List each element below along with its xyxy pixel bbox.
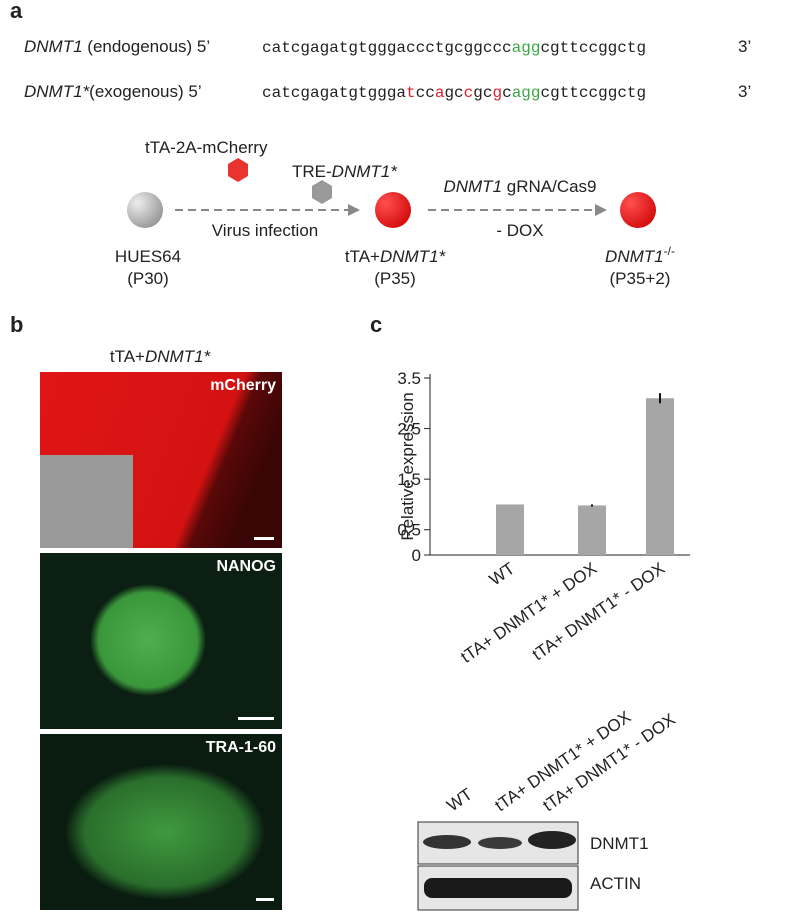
panel-label: b [10,312,23,337]
label: tTA+DNMT1* [345,247,447,266]
cell-icon [375,192,411,228]
y-tick-label: 0.5 [397,521,421,540]
scale-bar [256,898,274,901]
image-label: mCherry [210,377,276,394]
sequence-segment: agg [512,39,541,57]
image-label: NANOG [216,558,276,575]
arrow-head [595,204,607,216]
label: TRE-DNMT1* [292,162,398,181]
x-tick-label: WT [486,559,519,590]
sequence-segment: c [502,84,512,102]
colony [65,764,265,900]
label: tTA+DNMT1* [110,347,212,366]
image-label: TRA-1-60 [206,739,276,756]
panel-a: a [10,0,656,228]
lane-label: WT [443,785,476,816]
sequence-segment: c [464,84,474,102]
sequence-segment: catcgagatgtggga [262,84,406,102]
y-tick-label: 0 [412,546,421,565]
label-part: - DOX [496,221,543,240]
sequence-note: (endogenous) 5’ [83,37,211,56]
sequence-segment: cgttccggctg [541,84,647,102]
bar [578,505,606,555]
label-part: (P35+2) [610,269,671,288]
inset-image [40,455,133,548]
label-part: (P35) [374,269,416,288]
y-tick-label: 1.5 [397,470,421,489]
label: tTA-2A-mCherry [145,138,268,157]
sequence-segment: t [406,84,416,102]
vector-icon [228,158,248,182]
y-axis-label: Relative expression [398,392,417,540]
sequence-line: DNMT1*(exogenous) 5’ catcgagatgtgggatccag… [24,82,751,102]
panel-c: c [370,312,579,911]
label-part: HUES64 [115,247,181,266]
sequence-segment: gc [473,84,492,102]
label-part: DNMT1 [443,177,502,196]
label-part: DNMT1* [145,347,212,366]
label-part: (P30) [127,269,169,288]
sequence-line: DNMT1 (endogenous) 5’ catcgagatgtgggaccct… [24,37,751,57]
panel-b: b [10,312,282,910]
label: DNMT1 gRNA/Cas9 [443,177,596,196]
band [528,831,576,849]
sequence-end: 3’ [738,82,751,101]
sequence-segment: g [492,84,502,102]
label-part: DNMT1 [605,247,664,266]
panel-label: a [10,0,23,23]
label: DNMT1-/- [605,244,675,266]
label: (P30) [127,269,169,288]
sequence-note: (exogenous) 5’ [89,82,201,101]
sequence-segment: a [435,84,445,102]
label-part: gRNA/Cas9 [502,177,596,196]
colony [90,584,206,696]
label-part: Virus infection [212,221,318,240]
sequence-segment: gc [444,84,463,102]
band [478,837,522,849]
label: HUES64 [115,247,181,266]
label-part: tTA+ [345,247,380,266]
label-part: -/- [664,244,675,258]
y-tick-label: 2.5 [397,420,421,439]
label-part: tTA-2A-mCherry [145,138,268,157]
label: (P35+2) [610,269,671,288]
row-label: ACTIN [590,874,641,893]
label-part: DNMT1* [332,162,399,181]
arrow-head [348,204,360,216]
gene-name: DNMT1* [24,82,91,101]
sequence-segment: catcgagatgtgggaccctgcggccc [262,39,512,57]
label: (P35) [374,269,416,288]
label: Virus infection [212,221,318,240]
cell-icon [127,192,163,228]
cell-icon [620,192,656,228]
panel-label: c [370,312,382,337]
bar [496,504,524,555]
gene-name: DNMT1 [24,37,83,56]
scale-bar [238,717,274,720]
sequence-segment: agg [512,84,541,102]
label-part: tTA+ [110,347,145,366]
row-label: DNMT1 [590,834,649,853]
sequence-end: 3’ [738,37,751,56]
bar [646,398,674,555]
scale-bar [254,537,274,540]
vector-icon [312,180,332,204]
label: - DOX [496,221,543,240]
band [424,878,572,898]
sequence-segment: cgttccggctg [540,39,646,57]
band [423,835,471,849]
label-part: TRE- [292,162,332,181]
label-part: DNMT1* [380,247,447,266]
y-tick-label: 3.5 [397,369,421,388]
sequence-segment: cc [416,84,435,102]
